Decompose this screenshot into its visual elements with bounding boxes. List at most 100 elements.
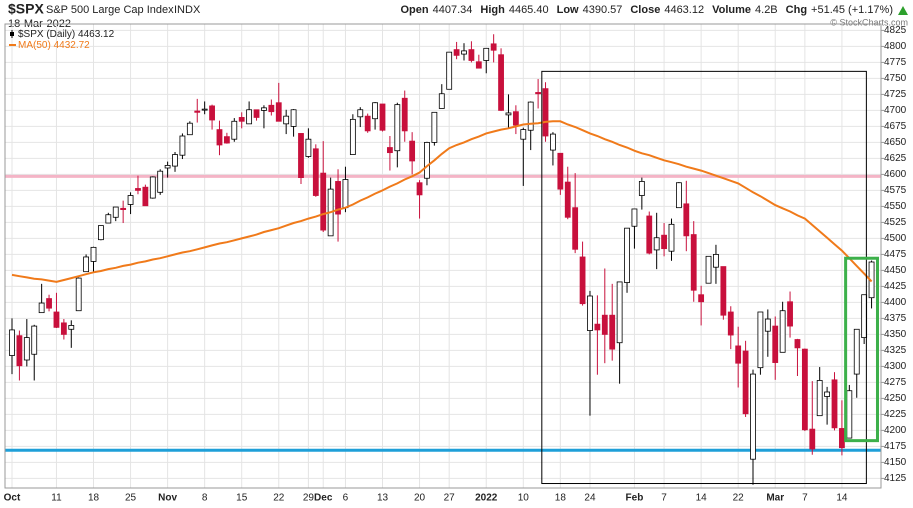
candle-body: [735, 345, 742, 364]
candle-body: [683, 203, 690, 237]
candle-body: [512, 111, 519, 126]
candle-body: [713, 253, 719, 268]
candle-body: [550, 133, 556, 151]
x-tick-label: 25: [125, 493, 137, 504]
y-tick-label: 4575: [884, 185, 907, 196]
y-tick-label: 4550: [884, 201, 907, 212]
candle-body: [787, 301, 793, 327]
legend-label: MA(50) 4432.72: [18, 40, 90, 51]
x-tick-label: 14: [696, 493, 708, 504]
candle-body: [705, 255, 712, 284]
candle-body: [357, 109, 364, 118]
y-tick-label: 4325: [884, 345, 907, 356]
candle-body: [757, 311, 764, 369]
candle-body: [676, 182, 682, 209]
x-tick-label: 29: [303, 493, 315, 504]
y-tick-label: 4450: [884, 265, 907, 276]
y-tick-label: 4425: [884, 281, 907, 292]
y-tick-label: 4475: [884, 249, 907, 260]
candle-body: [179, 135, 186, 156]
x-tick-label: 6: [343, 493, 349, 504]
y-tick-label: 4525: [884, 217, 907, 228]
x-tick-label: 27: [444, 493, 456, 504]
candle-body: [661, 234, 667, 250]
x-tick-label: 22: [733, 493, 745, 504]
x-tick-label: 20: [414, 493, 426, 504]
candle-body: [201, 108, 208, 111]
candle-body: [253, 109, 260, 118]
candle-body: [105, 214, 112, 224]
candle-body: [68, 325, 75, 330]
candle-body: [46, 298, 52, 309]
y-tick-label: 4825: [884, 25, 907, 36]
plot-area: 4125 4150 4175 4200 4225 4250 4275 4300 4325 4350…: [4, 24, 907, 504]
candle-body: [305, 138, 312, 157]
candle-body: [483, 47, 490, 61]
legend-name: $SPX (Daily): [18, 29, 75, 40]
ma-line: [11, 120, 873, 283]
candle-body: [794, 339, 801, 349]
candle-body: [490, 43, 497, 51]
candle-body: [75, 277, 82, 312]
candle-body: [238, 117, 245, 122]
candle-body: [594, 323, 601, 331]
candle-body: [668, 223, 675, 252]
candle-body: [349, 118, 356, 155]
x-tick-label: Dec: [314, 493, 333, 504]
annotation-box: [541, 70, 867, 485]
y-tick-label: 4775: [884, 57, 907, 68]
candle-body: [394, 104, 401, 152]
candle-body: [638, 181, 645, 196]
candle-body: [750, 373, 756, 460]
candle-body: [223, 136, 230, 144]
candle-body: [498, 54, 504, 111]
candle-body: [461, 50, 467, 55]
y-tick-label: 4125: [884, 473, 907, 484]
candle-body: [453, 49, 460, 56]
candle-body: [157, 170, 164, 193]
candle-body: [535, 92, 542, 95]
candle-body: [646, 215, 653, 254]
candle-body: [601, 314, 608, 335]
candle-body: [216, 129, 223, 146]
quote-value: 4463.12: [664, 4, 704, 16]
x-tick-label: Feb: [626, 493, 644, 504]
candle-body: [557, 152, 564, 190]
candle-body: [520, 129, 527, 140]
x-tick-label: 10: [518, 493, 530, 504]
candle-body: [409, 140, 416, 162]
legend-label: $SPX (Daily) 4463.12: [18, 29, 115, 40]
candle-body: [83, 256, 89, 273]
up-arrow: [898, 6, 908, 15]
candle-body: [335, 181, 341, 215]
candle-body: [475, 61, 482, 69]
candle-body: [290, 109, 297, 127]
candle-body: [23, 337, 30, 361]
legend-name: MA(50): [18, 40, 51, 51]
candle-body: [194, 110, 201, 113]
quote-label: Low: [557, 4, 579, 16]
candle-body: [609, 314, 616, 350]
candle-body: [772, 325, 779, 363]
candle-body: [90, 246, 97, 262]
y-tick-label: 4675: [884, 121, 907, 132]
candle-body: [779, 310, 786, 353]
candle-body: [809, 428, 816, 450]
y-tick-label: 4350: [884, 329, 907, 340]
symbol: $SPX: [8, 1, 44, 17]
candle-body: [53, 311, 60, 328]
candle-body: [372, 102, 378, 120]
candle-body: [186, 122, 193, 136]
candle-body: [631, 208, 638, 227]
x-tick-label: 2022: [475, 493, 498, 504]
y-tick-label: 4250: [884, 393, 907, 404]
candle-body: [690, 234, 697, 291]
candle-body: [112, 206, 119, 218]
candle-body: [846, 390, 853, 439]
candle-body: [261, 107, 267, 111]
quote-value: 4407.34: [433, 4, 473, 16]
candle-body: [424, 141, 430, 179]
annotation-box: [844, 256, 879, 443]
legend-value: 4463.12: [78, 29, 115, 40]
y-tick-label: 4650: [884, 137, 907, 148]
